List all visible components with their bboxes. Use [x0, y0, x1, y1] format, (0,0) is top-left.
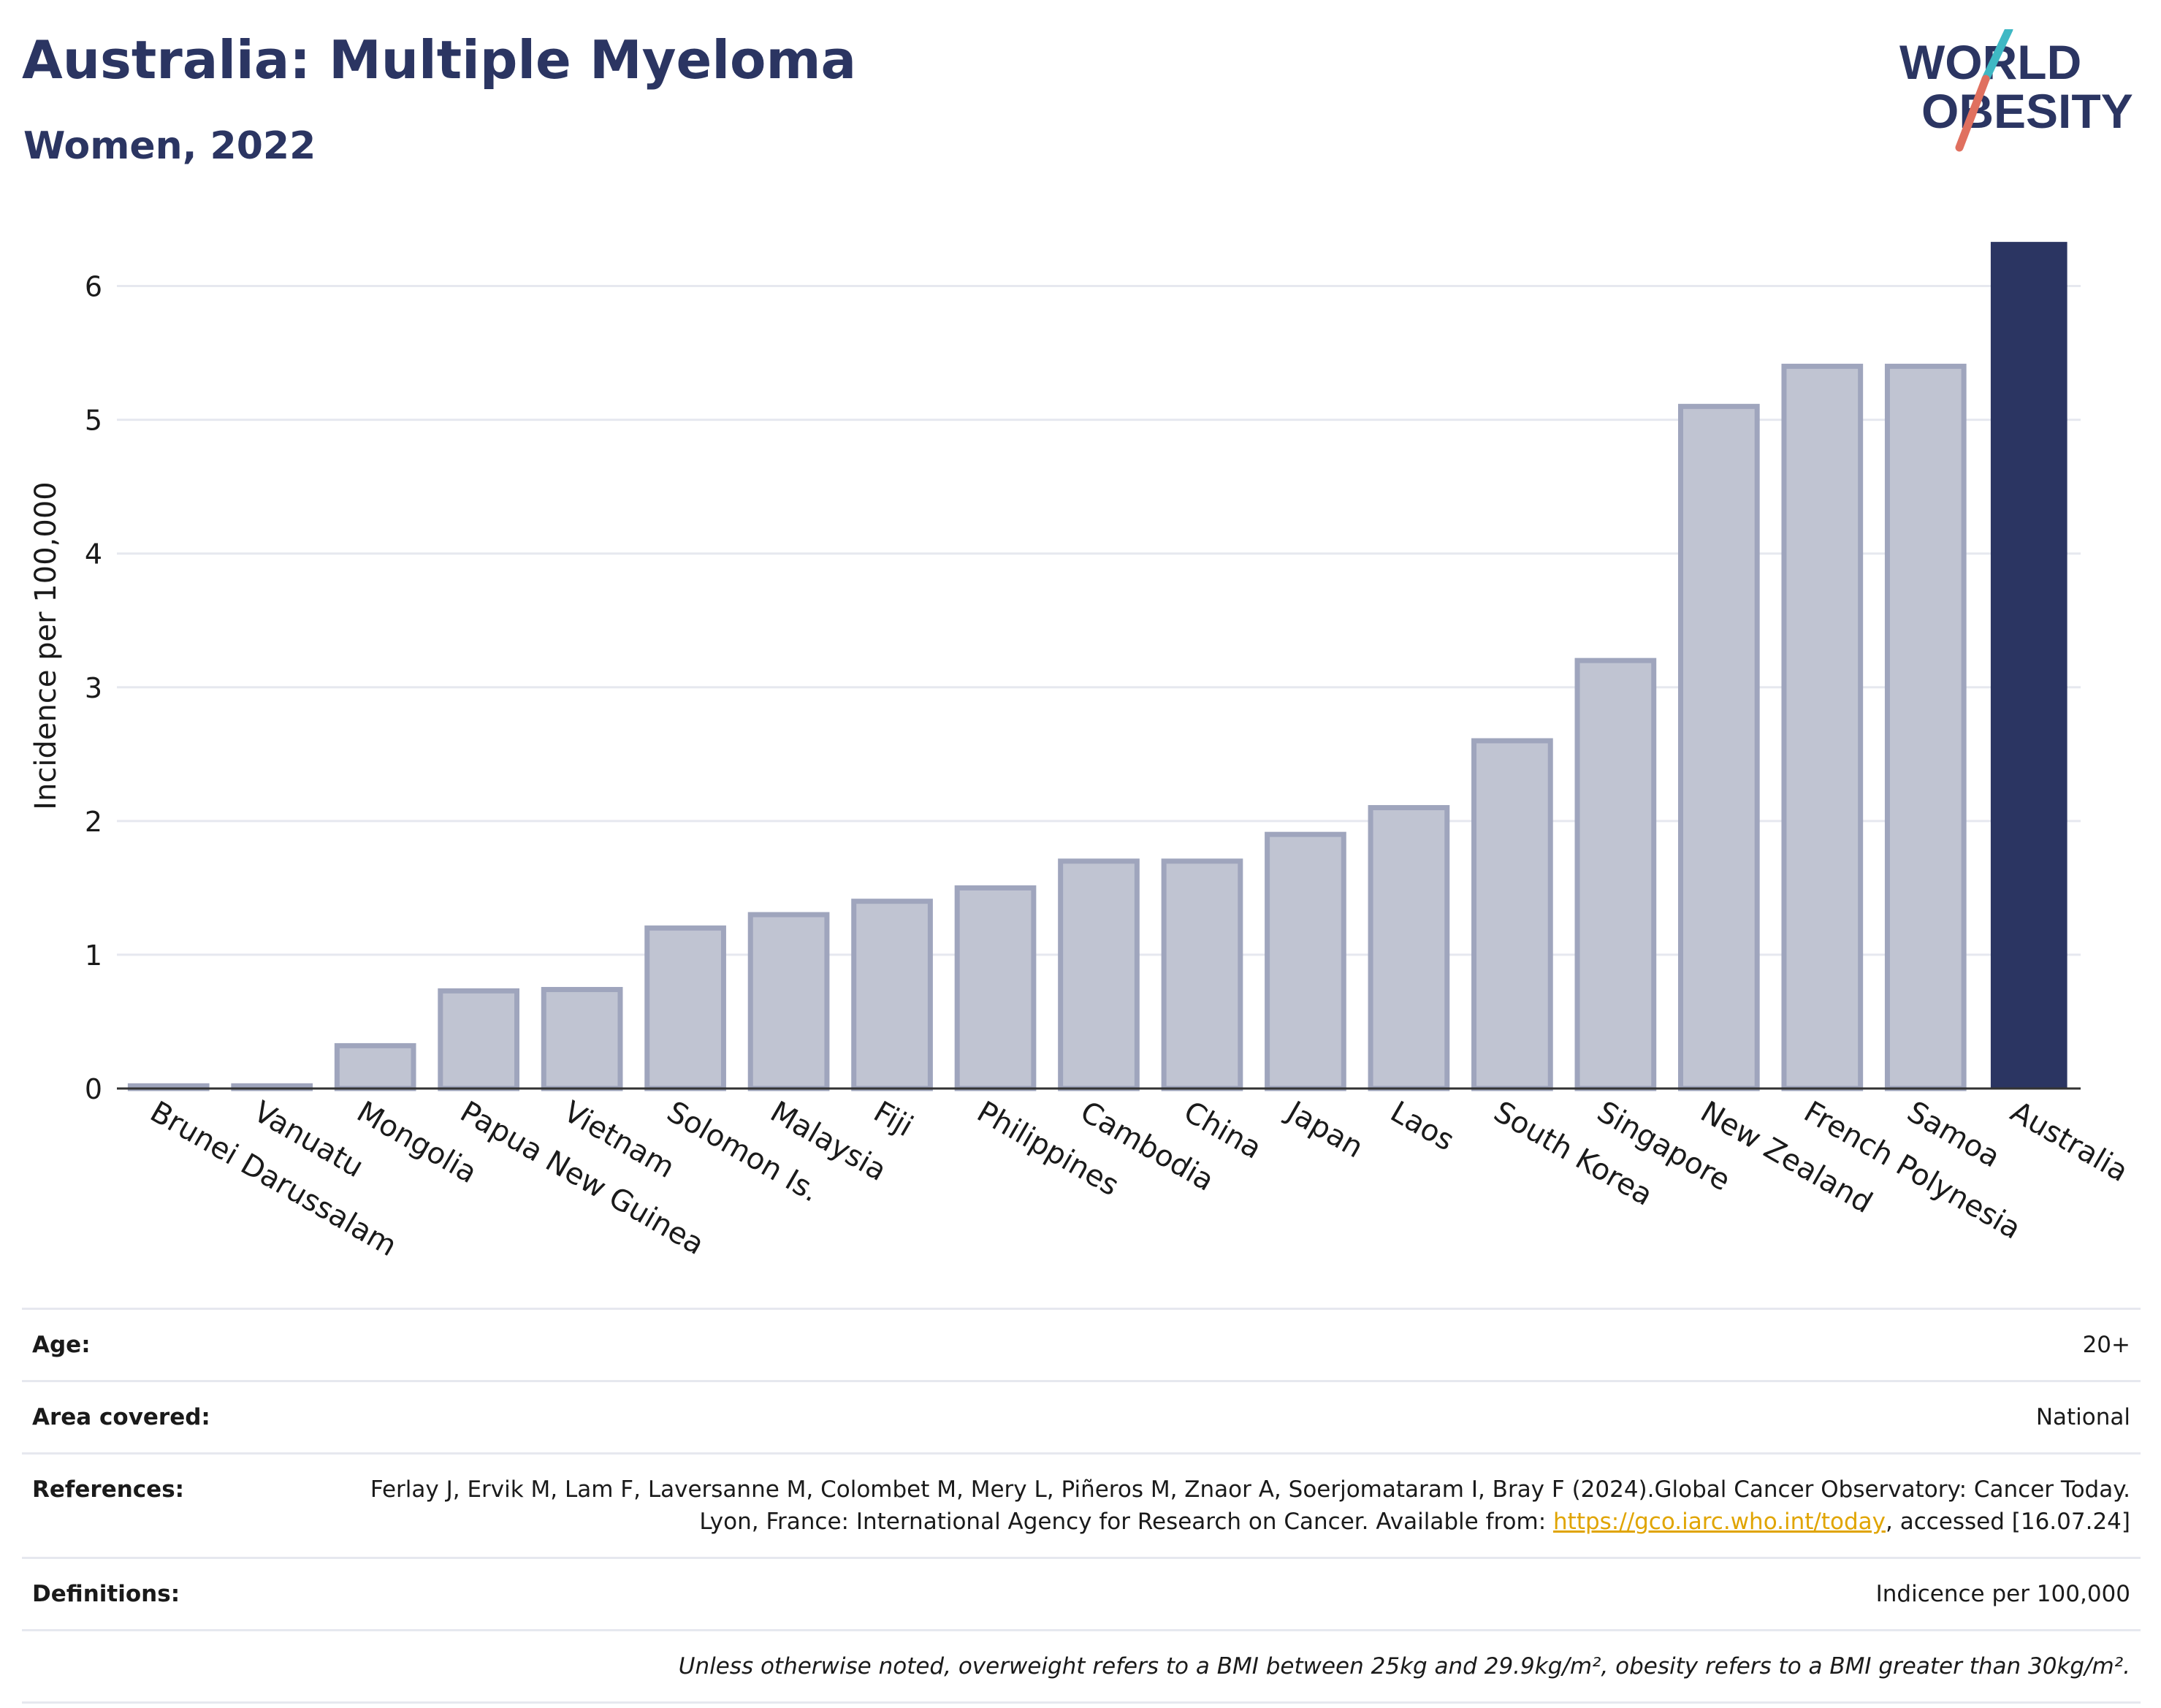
bar-vietnam — [541, 987, 623, 1091]
chart-title: Australia: Multiple Myeloma — [22, 29, 857, 91]
references-label: References: — [32, 1476, 185, 1503]
bar-fiji — [851, 899, 933, 1091]
age-label: Age: — [32, 1332, 91, 1358]
bar-laos — [1368, 805, 1450, 1091]
x-tick-label: Australia — [2005, 1095, 2133, 1189]
bar-french-polynesia — [1781, 363, 1864, 1091]
references-accessed: , accessed [16.07.24] — [1885, 1509, 2130, 1535]
y-tick-label: 1 — [85, 939, 102, 972]
bar-japan — [1265, 831, 1346, 1091]
y-tick-label: 6 — [85, 271, 102, 303]
bar-samoa — [1884, 363, 1967, 1091]
bar-solomon-is — [644, 925, 726, 1091]
y-tick-label: 3 — [85, 672, 102, 704]
x-tick-label: Laos — [1384, 1095, 1460, 1158]
logo-line-2: OBESITY — [1921, 84, 2133, 138]
bar-mongolia — [334, 1042, 416, 1091]
area-value: National — [2035, 1404, 2130, 1430]
references-text: Ferlay J, Ervik M, Lam F, Laversanne M, … — [370, 1476, 2130, 1535]
bar-south-korea — [1471, 738, 1553, 1091]
world-obesity-logo: WORLD OBESITY — [1899, 29, 2133, 152]
info-row-age: Age: 20+ — [22, 1308, 2141, 1380]
age-value: 20+ — [2082, 1332, 2130, 1358]
bar-cambodia — [1058, 858, 1140, 1091]
info-row-references: References: Ferlay J, Ervik M, Lam F, La… — [22, 1452, 2141, 1557]
x-tick-label: New Zealand — [1695, 1095, 1878, 1220]
bar-papua-new-guinea — [438, 988, 520, 1091]
x-tick-label: Fiji — [868, 1095, 918, 1144]
logo-slash-bottom — [1955, 75, 1990, 152]
bar-new-zealand — [1677, 403, 1760, 1091]
chart-subtitle: Women, 2022 — [23, 124, 316, 168]
info-row-area: Area covered: National — [22, 1380, 2141, 1452]
definition-note: Unless otherwise noted, overweight refer… — [678, 1653, 2130, 1680]
y-tick-label: 5 — [85, 405, 102, 437]
info-table: Age: 20+ Area covered: National Referenc… — [22, 1308, 2141, 1704]
references-value: Ferlay J, Ervik M, Lam F, Laversanne M, … — [304, 1473, 2130, 1538]
logo-slash-top — [1981, 29, 2013, 83]
bar-singapore — [1574, 657, 1657, 1091]
definitions-value: Indicence per 100,000 — [1875, 1581, 2130, 1607]
y-tick-label: 0 — [85, 1073, 102, 1105]
y-axis-label: Incidence per 100,000 — [29, 481, 63, 810]
bar-china — [1161, 858, 1243, 1091]
info-row-note: Unless otherwise noted, overweight refer… — [22, 1629, 2141, 1704]
references-link[interactable]: https://gco.iarc.who.int/today — [1553, 1509, 1886, 1535]
definitions-label: Definitions: — [32, 1581, 180, 1607]
bar-australia — [1990, 242, 2067, 1089]
area-label: Area covered: — [32, 1404, 210, 1430]
bar-malaysia — [747, 912, 830, 1091]
bars — [127, 242, 2067, 1091]
bar-philippines — [954, 885, 1037, 1091]
y-tick-label: 4 — [85, 538, 102, 571]
info-row-definitions: Definitions: Indicence per 100,000 — [22, 1557, 2141, 1629]
y-tick-label: 2 — [85, 806, 102, 838]
x-tick-label: Japan — [1279, 1094, 1368, 1164]
